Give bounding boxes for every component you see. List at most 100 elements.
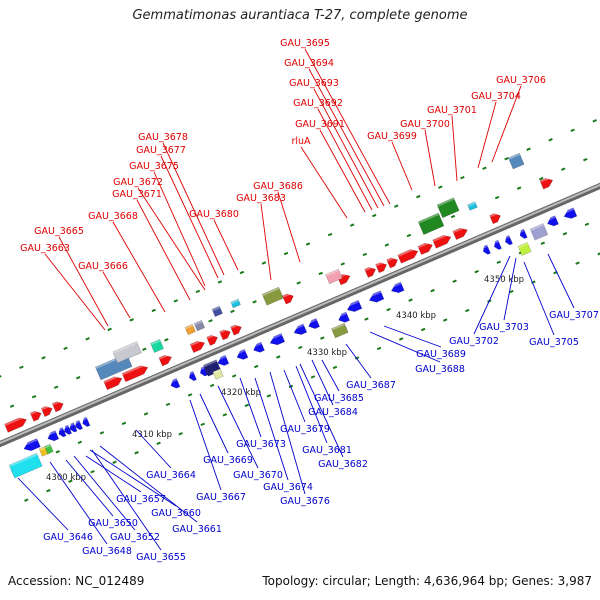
reverse-gene-label: GAU_3689 (383, 325, 466, 360)
gene-shape (482, 244, 491, 255)
tick-mark (121, 421, 127, 426)
leader-line (345, 343, 372, 379)
gene-shape (170, 378, 181, 389)
other-feature (507, 152, 525, 170)
forward-gene (230, 322, 242, 336)
leader-line (136, 199, 191, 301)
tick-mark (538, 176, 544, 181)
reverse-gene (268, 333, 286, 346)
gene-shape (452, 227, 468, 240)
gene-shape (364, 266, 377, 278)
gene-label: GAU_3660 (151, 508, 201, 519)
leader-line (137, 187, 206, 291)
forward-gene-label: GAU_3663 (20, 243, 106, 331)
gene-highlight (437, 197, 455, 207)
gene-shape (8, 452, 43, 479)
forward-gene-label: GAU_3666 (78, 261, 131, 319)
forward-gene (103, 374, 123, 391)
reverse-gene-label: GAU_3655 (91, 449, 186, 563)
tick-mark (371, 213, 377, 218)
leader-line (300, 146, 348, 219)
other-feature (112, 341, 142, 364)
reverse-gene-label: GAU_3685 (314, 359, 364, 404)
leader-line (319, 129, 366, 213)
gene-shape (29, 410, 42, 422)
forward-gene-label: GAU_3706 (491, 75, 546, 163)
gene-label: GAU_3702 (449, 336, 499, 347)
forward-gene (158, 352, 173, 367)
gene-highlight (530, 223, 544, 231)
scale-label: 4300 kbp (46, 473, 86, 483)
gene-label: GAU_3699 (367, 131, 417, 142)
gene-highlight (9, 453, 38, 467)
map-title: Gemmatimonas aurantiaca T-27, complete g… (132, 8, 468, 23)
gene-label: GAU_3694 (284, 58, 334, 69)
gene-highlight (187, 371, 194, 376)
gene-shape (230, 298, 241, 309)
forward-gene (489, 211, 501, 225)
forward-gene-label: GAU_3671 (112, 189, 191, 301)
tick-mark (112, 460, 117, 464)
forward-gene-label: GAU_3691 (295, 119, 366, 213)
reverse-gene-label: GAU_3676 (269, 371, 330, 507)
gene-label: GAU_3675 (129, 161, 179, 172)
tick-mark (516, 186, 522, 190)
gene-highlight (364, 265, 375, 272)
reverse-gene (306, 318, 321, 329)
reverse-gene-label: GAU_3652 (73, 455, 160, 543)
forward-gene-label: rluA (291, 136, 348, 219)
tick-mark (575, 261, 580, 265)
gene-highlight (212, 368, 222, 374)
leader-line (547, 253, 575, 309)
tick-mark (386, 307, 391, 312)
reverse-gene (518, 228, 528, 239)
tick-mark (253, 364, 259, 369)
gene-shape (261, 286, 284, 306)
gene-highlight (73, 420, 80, 425)
other-feature (150, 339, 165, 353)
gene-label: GAU_3670 (233, 470, 283, 481)
gene-highlight (345, 300, 360, 308)
tick-mark (24, 498, 29, 502)
tick-mark (540, 241, 546, 245)
reverse-gene (62, 424, 73, 435)
tick-mark (583, 157, 588, 162)
forward-gene (51, 399, 64, 413)
gene-label: GAU_3652 (110, 532, 160, 543)
gene-label: GAU_3681 (302, 445, 352, 456)
tick-mark (53, 385, 59, 389)
gene-label: GAU_3692 (293, 98, 343, 109)
leader-line (260, 203, 272, 281)
forward-gene (219, 327, 231, 341)
forward-gene (452, 225, 468, 240)
leader-line (383, 325, 442, 348)
genome-backbone (0, 182, 600, 448)
gene-label: GAU_3676 (280, 496, 330, 507)
leader-line (283, 369, 306, 423)
gene-highlight (481, 244, 488, 250)
leader-line (424, 129, 436, 187)
reverse-gene-label: GAU_3648 (49, 461, 132, 557)
gene-label: GAU_3646 (43, 532, 93, 543)
leader-line (369, 331, 441, 363)
leader-line (91, 449, 162, 551)
tick-mark (408, 298, 413, 302)
gene-highlight (112, 341, 138, 354)
reverse-gene (80, 416, 91, 427)
gene-shape (417, 212, 445, 235)
gene-shape (230, 324, 242, 336)
forward-gene-label: GAU_3665 (34, 226, 109, 327)
tick-mark (482, 166, 487, 170)
reverse-gene (235, 348, 249, 360)
tick-mark (156, 441, 161, 445)
gene-highlight (268, 333, 282, 341)
gene-label: GAU_3704 (471, 91, 521, 102)
scale-labels: 4300 kbp 4310 kbp 4320 kbp 4330 kbp 4340 kbp… (46, 275, 524, 483)
gene-shape (417, 242, 434, 256)
gene-highlight (518, 229, 525, 234)
leader-line (153, 171, 206, 287)
tick-mark (318, 271, 323, 276)
other-feature (184, 323, 196, 336)
gene-shape (489, 213, 501, 225)
reverse-gene (292, 323, 308, 335)
